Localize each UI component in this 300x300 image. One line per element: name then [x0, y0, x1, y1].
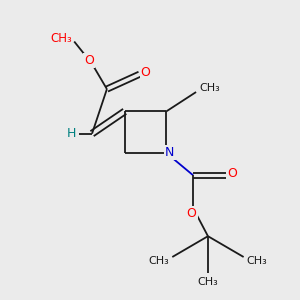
- Text: O: O: [84, 54, 94, 67]
- Text: O: O: [187, 207, 196, 220]
- Text: O: O: [227, 167, 237, 180]
- Text: N: N: [165, 146, 175, 160]
- Text: CH₃: CH₃: [247, 256, 267, 266]
- Text: CH₃: CH₃: [50, 32, 72, 45]
- Text: CH₃: CH₃: [148, 256, 169, 266]
- Text: H: H: [67, 127, 76, 140]
- Text: O: O: [141, 66, 151, 79]
- Text: CH₃: CH₃: [199, 82, 220, 93]
- Text: CH₃: CH₃: [198, 277, 218, 287]
